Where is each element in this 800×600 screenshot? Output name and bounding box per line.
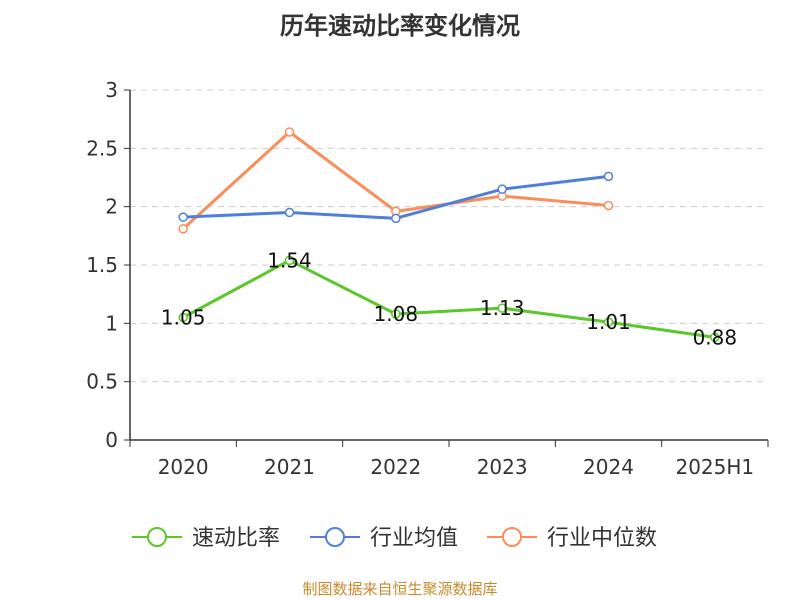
data-label: 1.05 [161,306,206,330]
data-point [284,207,295,218]
data-label: 1.01 [586,310,631,334]
data-point [603,317,614,327]
legend-label: 行业均值 [370,526,458,551]
grid-lines [130,89,768,383]
axes: 0 0.5 1 1.5 2 2.5 3 2020 2021 2022 2023 2024 2025H1 [86,78,769,479]
data-label: 1.13 [480,296,525,320]
x-tick-label: 2023 [477,455,528,479]
data-point [603,200,614,211]
x-tick-label: 2020 [158,455,209,479]
data-point [603,171,614,182]
data-point [391,309,401,319]
data-point [178,312,188,323]
legend-marker [147,527,167,547]
legend: 速动比率 行业均值 行业中位数 [132,526,657,551]
series-line-0 [182,258,716,339]
series-lines [178,127,720,343]
data-label: 1.08 [374,302,419,326]
data-label: 0.88 [693,325,738,349]
data-source-note: 制图数据来自恒生聚源数据库 [302,580,498,598]
y-tick-label: 1 [105,311,118,335]
data-labels: 1.05 1.54 1.08 1.13 1.01 0.88 [161,248,737,349]
x-tick-label: 2025H1 [675,455,754,479]
y-tick-label: 2 [105,195,118,219]
y-tick-label: 2.5 [86,136,118,160]
x-tick-label: 2024 [583,455,634,479]
legend-label: 速动比率 [192,526,280,551]
data-point [710,332,720,343]
data-label: 1.54 [267,248,312,272]
y-tick-label: 3 [105,78,118,102]
data-point [284,127,295,137]
data-point [178,212,188,222]
data-point [284,255,295,266]
y-tick-label: 1.5 [86,253,118,277]
y-tick-label: 0.5 [86,370,118,394]
data-point [497,184,507,194]
data-point [178,224,188,234]
legend-marker [325,527,345,547]
x-tick-label: 2022 [370,455,421,479]
chart-title: 历年速动比率变化情况 [280,12,520,40]
data-point [497,303,507,313]
x-tick-label: 2021 [264,455,315,479]
legend-marker [502,527,522,547]
legend-label: 行业中位数 [547,526,657,551]
y-tick-label: 0 [105,428,118,452]
data-point [391,213,401,224]
